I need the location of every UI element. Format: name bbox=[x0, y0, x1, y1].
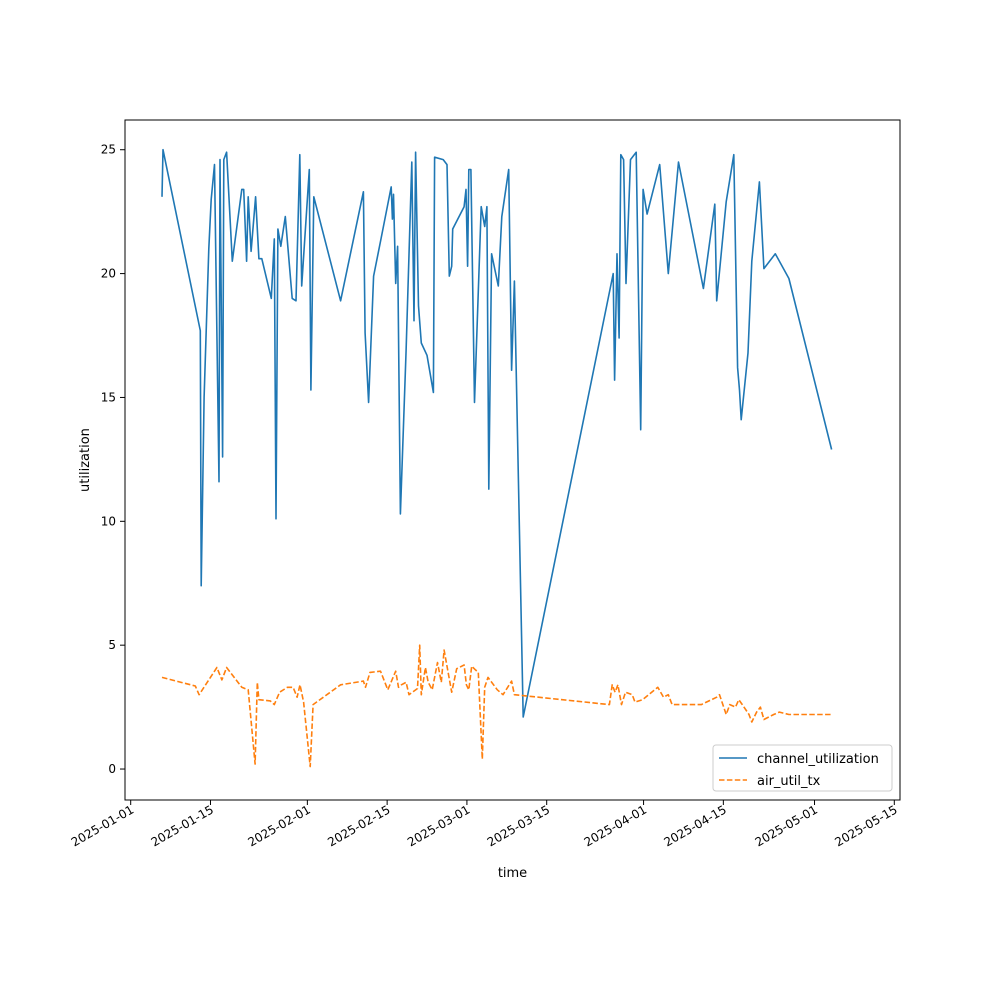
y-tick-label: 15 bbox=[101, 390, 116, 404]
legend-label: air_util_tx bbox=[757, 774, 821, 789]
series-layer bbox=[161, 148, 833, 768]
series-line-air-util-tx bbox=[161, 644, 832, 768]
y-tick-label: 25 bbox=[101, 143, 116, 157]
y-tick-label: 0 bbox=[108, 762, 116, 776]
y-axis: 0 5 10 15 20 25 bbox=[101, 143, 125, 776]
y-tick-label: 5 bbox=[108, 638, 116, 652]
x-axis-label: time bbox=[498, 866, 527, 881]
legend-box bbox=[712, 744, 893, 792]
series-line-channel-utilization bbox=[161, 148, 833, 718]
plot-frame bbox=[124, 119, 901, 801]
legend: channel_utilization air_util_tx bbox=[712, 744, 893, 792]
y-tick-label: 20 bbox=[101, 267, 116, 281]
plot-area bbox=[125, 120, 900, 800]
y-tick-label: 10 bbox=[101, 514, 116, 528]
legend-label: channel_utilization bbox=[757, 752, 879, 767]
y-axis-label: utilization bbox=[78, 428, 93, 492]
